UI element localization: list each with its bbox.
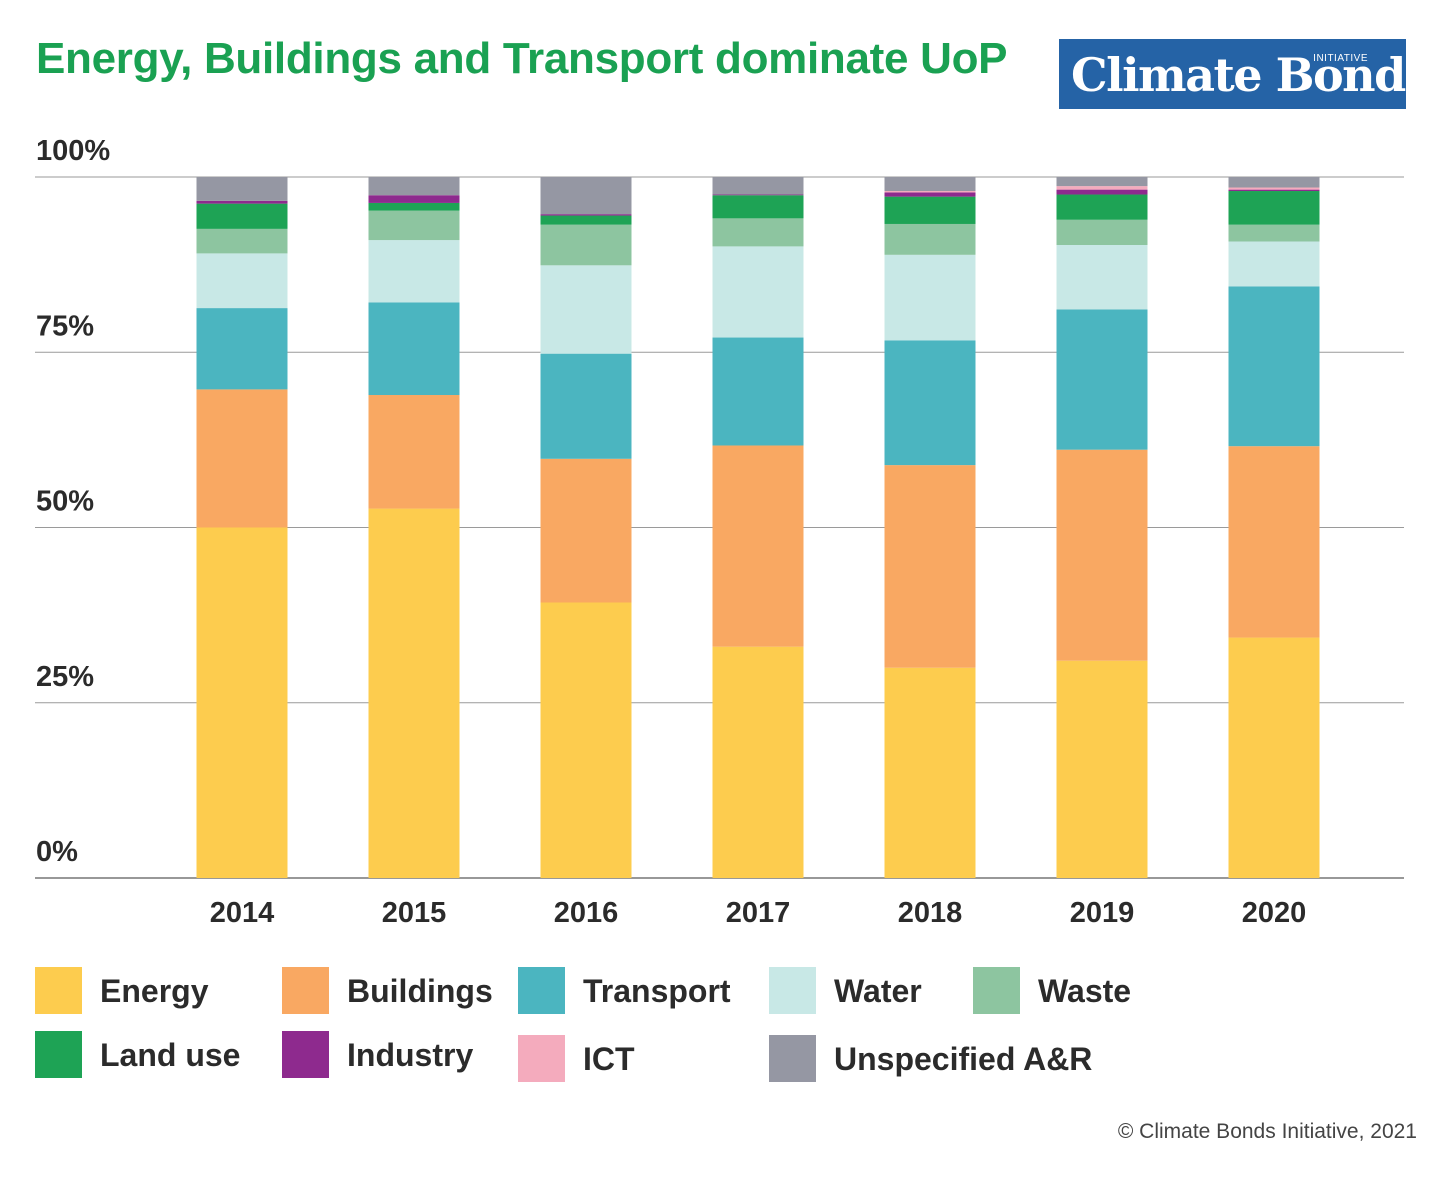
legend-label: Buildings [347,973,493,1009]
bar-segment [196,203,288,229]
bar-segment [196,527,288,878]
bar-segment [1228,446,1320,638]
bar-segment [196,308,288,390]
bar-segment [1056,194,1148,220]
stacked-bar-chart: 0% 25% 50% 75% 100% 2014 2015 2016 2017 2018 2019 2… [35,135,1404,929]
legend-label: Water [834,973,922,1009]
bar-segment [196,200,288,204]
bar-segment [1056,186,1148,190]
y-tick-label: 100% [36,135,110,167]
y-tick-label: 0% [36,836,78,868]
legend-label: Energy [100,973,209,1009]
bar-segment [712,337,804,446]
bar-segment [1056,449,1148,661]
legend-swatch [282,1031,329,1078]
legend-label: Unspecified A&R [834,1041,1093,1077]
bar-segment [1056,660,1148,878]
bar-segment [540,265,632,354]
x-tick-label: 2016 [554,897,619,929]
bar-segment [884,196,976,224]
y-tick-label: 50% [36,486,94,518]
bar-segment [712,445,804,647]
bar-segment [196,389,288,528]
bar-segment [1228,286,1320,447]
bar-segment [712,246,804,338]
bar-segment [1228,241,1320,287]
logo-text: Climate Bonds [1071,48,1431,102]
legend-swatch [35,967,82,1014]
bar-segment [540,215,632,225]
bar-segment [1228,637,1320,878]
x-tick-label: 2020 [1242,897,1307,929]
bar-segment [1228,189,1320,192]
bar-segment [540,458,632,603]
legend-label: Land use [100,1037,241,1073]
bar-segment [712,195,804,219]
bar-segment [540,224,632,266]
x-tick-label: 2018 [898,897,963,929]
bar-segment [540,214,632,216]
legend-swatch [518,1035,565,1082]
bar-segment [540,177,632,215]
copyright-footer: © Climate Bonds Initiative, 2021 [1117,1120,1417,1143]
legend-swatch [35,1031,82,1078]
y-tick-label: 75% [36,310,94,342]
legend-swatch [769,1035,816,1082]
bar-segment [884,254,976,341]
bar-segment [540,602,632,878]
bar-segment [1056,177,1148,187]
bar-segment [712,194,804,196]
bar-segment [368,395,460,509]
y-tick-label: 25% [36,661,94,693]
bar-segment [712,177,804,195]
bar-segment [884,223,976,255]
x-tick-label: 2015 [382,897,447,929]
bar-segment [368,508,460,878]
chart-title: Energy, Buildings and Transport dominate… [36,34,1008,83]
bar-segment [1056,244,1148,310]
bar-segment [1228,191,1320,225]
bar-segment [884,667,976,878]
bar-segment [368,240,460,303]
bar-segment [1228,187,1320,190]
bar-segment [712,218,804,247]
legend-swatch [769,967,816,1014]
legend-label: Industry [347,1037,474,1073]
bar-segment [884,192,976,197]
bar-segment [196,177,288,201]
x-tick-label: 2014 [210,897,275,929]
x-tick-label: 2017 [726,897,791,929]
bar-segment [712,646,804,878]
legend-label: Transport [583,973,731,1009]
bar-segment [368,195,460,203]
legend-label: ICT [583,1041,635,1077]
bar-segment [1228,177,1320,188]
bar-segment [1056,189,1148,195]
bar-segment [1056,219,1148,245]
bar-segment [1056,309,1148,450]
bar-segment [196,228,288,254]
bar-segment [368,210,460,241]
legend-label: Waste [1038,973,1132,1009]
logo-subtext: INITIATIVE [1313,53,1368,64]
bar-segment [368,302,460,396]
legend-swatch [518,967,565,1014]
bar-segment [884,340,976,466]
climate-bonds-logo: Climate Bonds INITIATIVE [1059,39,1431,109]
legend-swatch [282,967,329,1014]
x-tick-label: 2019 [1070,897,1135,929]
bar-segment [1228,224,1320,242]
legend-swatch [973,967,1020,1014]
bar-segment [884,465,976,668]
bar-segment [368,177,460,196]
bar-segment [368,202,460,211]
bar-segment [540,353,632,459]
bar-segment [196,253,288,309]
bar-segment [884,177,976,192]
bar-segment [884,191,976,193]
